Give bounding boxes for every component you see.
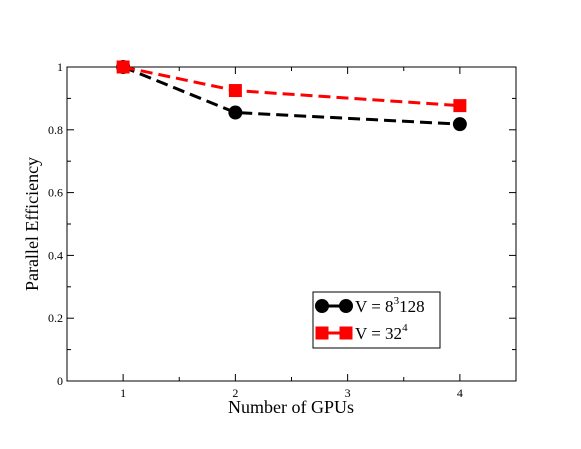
y-tick-label: 1 xyxy=(57,60,63,74)
y-axis-ticks: 0 0.2 0.4 0.6 0.8 1 xyxy=(48,60,516,388)
y-tick-label: 0.6 xyxy=(48,186,63,200)
plot-frame xyxy=(66,66,517,382)
series-2-point xyxy=(116,60,130,74)
x-tick-label: 2 xyxy=(232,386,238,400)
x-axis-title: Number of GPUs xyxy=(228,397,354,417)
y-tick-label: 0 xyxy=(57,374,63,388)
series-2-point xyxy=(453,99,467,113)
legend-marker-2 xyxy=(315,326,329,340)
series-line-1 xyxy=(122,65,460,126)
y-tick-label: 0.2 xyxy=(48,311,63,325)
legend-box xyxy=(312,291,441,349)
x-axis-ticks: 1 2 3 4 xyxy=(120,67,463,400)
series-layer xyxy=(116,60,467,132)
legend-marker-2 xyxy=(339,326,353,340)
y-tick-label: 0.8 xyxy=(48,123,63,137)
x-tick-label: 3 xyxy=(345,386,351,400)
x-tick-label: 1 xyxy=(120,386,126,400)
series-1-point xyxy=(228,105,243,120)
legend-marker-1 xyxy=(339,299,353,313)
legend: V = 83128 V = 324 xyxy=(312,291,441,349)
x-tick-label: 4 xyxy=(457,386,463,400)
legend-label-1: V = 83128 xyxy=(355,295,425,316)
y-axis-title: Parallel Efficiency xyxy=(22,157,42,291)
legend-label-2: V = 324 xyxy=(355,322,408,343)
y-tick-label: 0.4 xyxy=(48,248,63,262)
legend-marker-1 xyxy=(315,299,329,313)
series-1-point xyxy=(452,117,467,132)
series-2-point xyxy=(228,84,242,98)
